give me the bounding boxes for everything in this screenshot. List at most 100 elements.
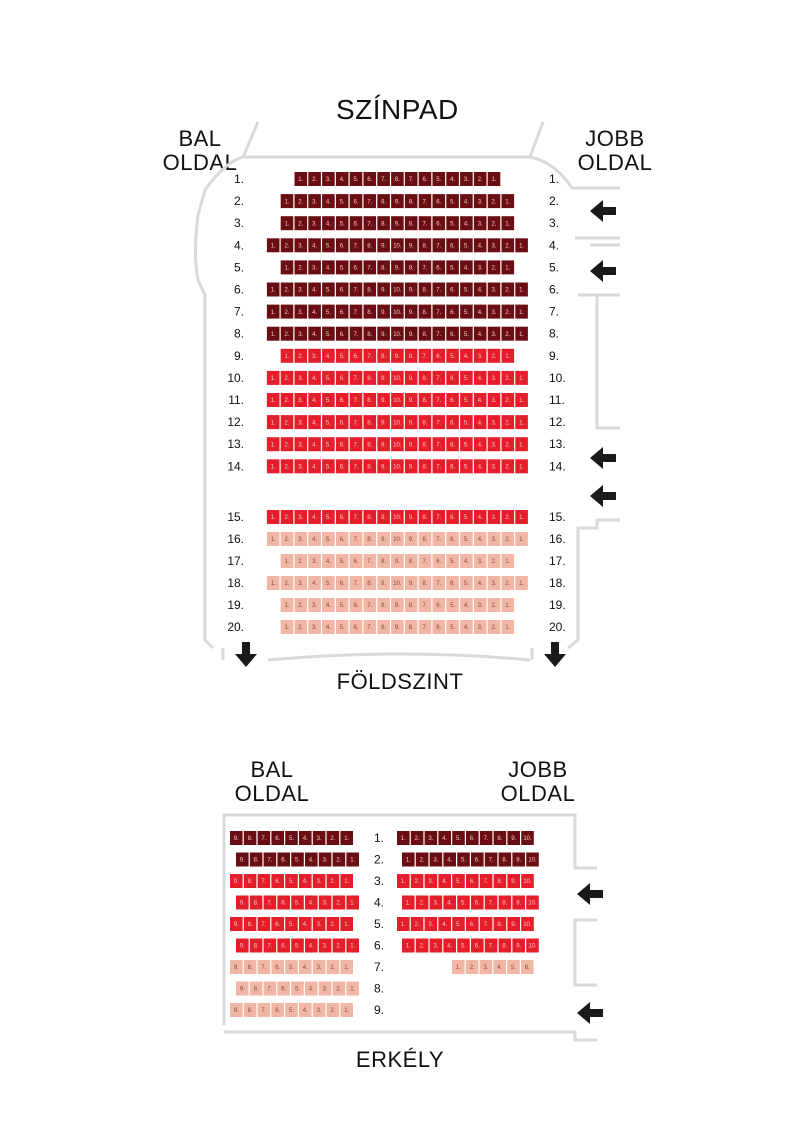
- seat[interactable]: 6.: [466, 874, 479, 888]
- seat[interactable]: 1.: [515, 393, 528, 407]
- seat[interactable]: 3.: [318, 981, 332, 996]
- seat[interactable]: 7.: [363, 260, 377, 275]
- seat[interactable]: 9.: [404, 437, 418, 452]
- seat[interactable]: 10.: [391, 576, 404, 590]
- seat[interactable]: 8.: [363, 304, 377, 319]
- seat[interactable]: 5.: [291, 852, 304, 867]
- seat[interactable]: 6.: [521, 960, 534, 974]
- seat[interactable]: 3.: [312, 874, 326, 888]
- seat[interactable]: 8.: [418, 415, 432, 430]
- seat[interactable]: 8.: [377, 216, 390, 231]
- seat[interactable]: 5.: [349, 172, 363, 186]
- seat[interactable]: 6.: [471, 895, 484, 910]
- seat[interactable]: 9.: [391, 194, 404, 209]
- seat[interactable]: 3.: [473, 598, 487, 612]
- seat[interactable]: 8.: [418, 576, 432, 590]
- seat[interactable]: 4.: [460, 260, 473, 275]
- seat[interactable]: 2.: [280, 510, 294, 524]
- seat[interactable]: 8.: [243, 1003, 257, 1017]
- seat[interactable]: 4.: [305, 938, 318, 953]
- seat[interactable]: 9.: [236, 938, 249, 953]
- seat[interactable]: 6.: [277, 895, 290, 910]
- seat[interactable]: 2.: [332, 981, 346, 996]
- seat[interactable]: 5.: [452, 917, 465, 931]
- seat[interactable]: 3.: [312, 831, 326, 845]
- seat[interactable]: 7.: [363, 598, 377, 612]
- seat[interactable]: 5.: [322, 437, 335, 452]
- seat[interactable]: 4.: [308, 238, 321, 253]
- seat[interactable]: 4.: [299, 874, 312, 888]
- seat[interactable]: 5.: [322, 510, 335, 524]
- seat[interactable]: 3.: [312, 1003, 326, 1017]
- seat[interactable]: 2.: [501, 393, 515, 407]
- seat[interactable]: 1.: [266, 282, 280, 297]
- seat[interactable]: 6.: [432, 348, 446, 363]
- seat[interactable]: 4.: [473, 576, 487, 590]
- seat[interactable]: 4.: [305, 895, 318, 910]
- seat[interactable]: 8.: [363, 238, 377, 253]
- seat[interactable]: 7.: [432, 437, 446, 452]
- seat[interactable]: 10.: [391, 415, 404, 430]
- seat[interactable]: 4.: [473, 304, 487, 319]
- seat[interactable]: 5.: [460, 510, 473, 524]
- seat[interactable]: 1.: [452, 960, 465, 974]
- seat[interactable]: 6.: [446, 238, 459, 253]
- seat[interactable]: 8.: [363, 415, 377, 430]
- seat[interactable]: 7.: [432, 326, 446, 341]
- seat[interactable]: 4.: [473, 437, 487, 452]
- seat[interactable]: 4.: [473, 510, 487, 524]
- seat[interactable]: 7.: [418, 348, 432, 363]
- seat[interactable]: 9.: [230, 960, 243, 974]
- seat[interactable]: 2.: [294, 260, 308, 275]
- seat[interactable]: 3.: [308, 620, 321, 634]
- seat[interactable]: 3.: [294, 238, 308, 253]
- seat[interactable]: 5.: [285, 1003, 298, 1017]
- seat[interactable]: 6.: [271, 1003, 284, 1017]
- seat[interactable]: 6.: [335, 370, 349, 385]
- seat[interactable]: 3.: [424, 874, 438, 888]
- seat[interactable]: 9.: [404, 393, 418, 407]
- seat[interactable]: 7.: [257, 874, 271, 888]
- seat[interactable]: 4.: [473, 415, 487, 430]
- seat[interactable]: 5.: [460, 370, 473, 385]
- seat[interactable]: 7.: [404, 172, 418, 186]
- seat[interactable]: 3.: [318, 938, 332, 953]
- seat[interactable]: 4.: [460, 554, 473, 568]
- seat[interactable]: 6.: [471, 938, 484, 953]
- seat[interactable]: 8.: [377, 598, 390, 612]
- seat[interactable]: 7.: [418, 216, 432, 231]
- seat[interactable]: 4.: [322, 348, 335, 363]
- seat[interactable]: 7.: [363, 216, 377, 231]
- seat[interactable]: 7.: [484, 852, 498, 867]
- seat[interactable]: 1.: [397, 874, 410, 888]
- seat[interactable]: 5.: [335, 348, 349, 363]
- seat[interactable]: 6.: [335, 238, 349, 253]
- seat[interactable]: 8.: [404, 598, 418, 612]
- seat[interactable]: 2.: [332, 938, 346, 953]
- seat[interactable]: 6.: [335, 415, 349, 430]
- seat[interactable]: 2.: [280, 437, 294, 452]
- seat[interactable]: 9.: [377, 370, 390, 385]
- seat[interactable]: 3.: [487, 304, 501, 319]
- seat[interactable]: 10.: [391, 238, 404, 253]
- seat[interactable]: 2.: [487, 194, 501, 209]
- seat[interactable]: 8.: [418, 459, 432, 474]
- seat[interactable]: 6.: [349, 554, 363, 568]
- seat[interactable]: 8.: [243, 960, 257, 974]
- seat[interactable]: 1.: [397, 831, 410, 845]
- seat[interactable]: 8.: [377, 554, 390, 568]
- seat[interactable]: 3.: [308, 598, 321, 612]
- seat[interactable]: 4.: [308, 326, 321, 341]
- seat[interactable]: 1.: [340, 874, 353, 888]
- seat[interactable]: 9.: [404, 510, 418, 524]
- seat[interactable]: 3.: [308, 194, 321, 209]
- seat[interactable]: 1.: [501, 348, 515, 363]
- seat[interactable]: 9.: [377, 576, 390, 590]
- seat[interactable]: 3.: [424, 917, 438, 931]
- seat[interactable]: 5.: [460, 326, 473, 341]
- seat[interactable]: 5.: [291, 981, 304, 996]
- seat[interactable]: 2.: [501, 576, 515, 590]
- seat[interactable]: 6.: [349, 348, 363, 363]
- seat[interactable]: 4.: [308, 459, 321, 474]
- seat[interactable]: 10.: [391, 459, 404, 474]
